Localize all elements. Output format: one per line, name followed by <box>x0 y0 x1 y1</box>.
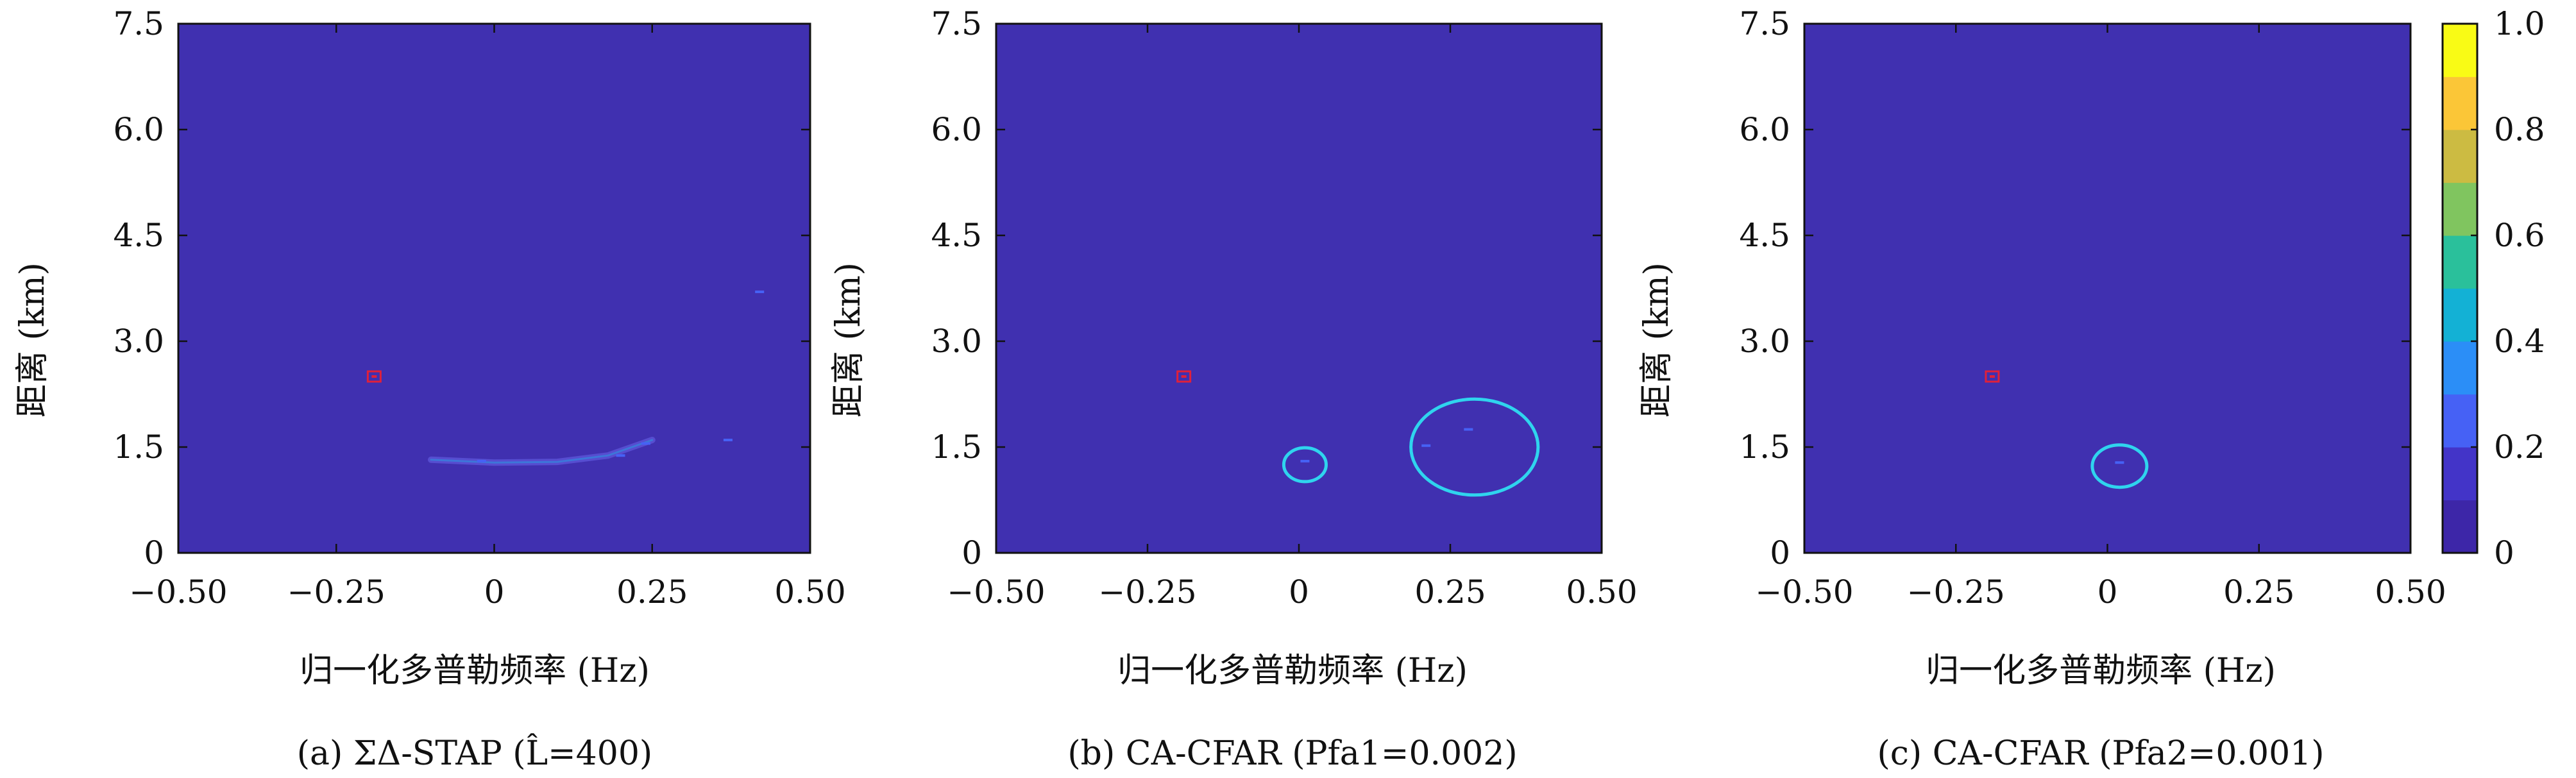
y-tick-label: 0 <box>962 534 982 571</box>
clutter-ridge-core <box>430 439 654 464</box>
colorbar-tick-label: 0.6 <box>2494 217 2545 254</box>
colorbar-tick-label: 0.2 <box>2494 428 2545 466</box>
colorbar-swatch <box>2443 182 2477 236</box>
x-tick-label: −0.50 <box>1755 573 1853 611</box>
y-tick-label: 3.0 <box>1739 323 1790 360</box>
colorbar-tick-label: 1.0 <box>2494 5 2545 42</box>
colorbar-swatch <box>2443 341 2477 395</box>
colorbar-swatch <box>2443 394 2477 448</box>
colorbar: 1.0 0.8 0.6 0.4 0.2 0 <box>2441 5 2545 571</box>
detection-streak <box>477 460 486 462</box>
y-tick-label: 1.5 <box>113 428 164 466</box>
colorbar-swatch <box>2443 235 2477 289</box>
colorbar-swatch <box>2443 288 2477 342</box>
x-tick-label: 0 <box>1289 573 1309 611</box>
caption-c: (c) CA-CFAR (Pfa2=0.001) <box>1877 734 2324 773</box>
colorbar-tick-label: 0.8 <box>2494 111 2545 148</box>
y-tick-label: 1.5 <box>1739 428 1790 466</box>
target-marker <box>1176 370 1192 383</box>
y-tick-label: 7.5 <box>1739 5 1790 42</box>
y-tick-label: 0 <box>1770 534 1790 571</box>
subplot-a: (a) ΣΔ-STAP (L̂=400) 归一化多普勒频率 (Hz) 距离 (k… <box>13 5 846 773</box>
y-tick-label: 1.5 <box>931 428 982 466</box>
colorbar-tick-label: 0 <box>2494 534 2514 571</box>
x-tick-label: 0.50 <box>2375 573 2446 611</box>
x-tick-label: 0 <box>484 573 505 611</box>
colorbar-swatch <box>2443 130 2477 183</box>
detection-circle <box>2090 443 2149 489</box>
y-tick-label: 7.5 <box>931 5 982 42</box>
y-tick-label: 6.0 <box>931 111 982 148</box>
y-tick-label: 6.0 <box>1739 111 1790 148</box>
subplot-c: (c) CA-CFAR (Pfa2=0.001) 归一化多普勒频率 (Hz) 距… <box>1638 5 2446 773</box>
caption-a: (a) ΣΔ-STAP (L̂=400) <box>297 734 652 773</box>
colorbar-swatch <box>2443 76 2477 130</box>
detection-streak <box>1421 444 1431 447</box>
y-tick-label: 4.5 <box>1739 217 1790 254</box>
xlabel-a: 归一化多普勒频率 (Hz) <box>300 652 650 690</box>
detection-circle <box>1409 397 1540 497</box>
colorbar-swatch <box>2443 447 2477 501</box>
subplot-b: (b) CA-CFAR (Pfa1=0.002) 归一化多普勒频率 (Hz) 距… <box>829 5 1638 773</box>
heatmap-field <box>178 24 810 553</box>
x-tick-label: −0.25 <box>1907 573 2005 611</box>
target-point <box>1181 375 1187 378</box>
detection-streak <box>1464 428 1473 431</box>
ylabel-c: 距离 (km) <box>1638 262 1676 418</box>
x-tick-label: 0 <box>2097 573 2118 611</box>
ylabel-a: 距离 (km) <box>13 262 52 418</box>
colorbar-frame <box>2441 22 2479 554</box>
target-point <box>1989 375 1995 378</box>
xlabel-b: 归一化多普勒频率 (Hz) <box>1117 652 1468 690</box>
detection-streak <box>641 442 650 445</box>
colorbar-tick-label: 0.4 <box>2494 323 2545 360</box>
x-tick-label: 0.25 <box>2223 573 2294 611</box>
y-tick-label: 7.5 <box>113 5 164 42</box>
x-tick-label: 0.50 <box>774 573 845 611</box>
ylabel-b: 距离 (km) <box>829 262 868 418</box>
y-tick-label: 6.0 <box>113 111 164 148</box>
target-marker <box>1985 370 2000 383</box>
detection-streak <box>755 291 765 293</box>
y-tick-label: 3.0 <box>113 323 164 360</box>
x-tick-label: −0.50 <box>129 573 227 611</box>
y-tick-label: 4.5 <box>113 217 164 254</box>
colorbar-swatch <box>2443 24 2477 78</box>
x-tick-label: −0.25 <box>1098 573 1196 611</box>
y-tick-label: 0 <box>144 534 164 571</box>
x-tick-label: −0.50 <box>947 573 1045 611</box>
y-tick-label: 4.5 <box>931 217 982 254</box>
detection-streak <box>1300 460 1310 462</box>
caption-b: (b) CA-CFAR (Pfa1=0.002) <box>1067 734 1517 773</box>
heatmap-field <box>996 24 1602 553</box>
colorbar-swatch <box>2443 500 2477 554</box>
target-point <box>371 375 377 378</box>
detection-streak <box>723 439 733 441</box>
detection-streak <box>2115 461 2124 464</box>
x-tick-label: 0.25 <box>1414 573 1486 611</box>
y-tick-label: 3.0 <box>931 323 982 360</box>
x-tick-label: −0.25 <box>287 573 386 611</box>
detection-circle <box>1282 446 1328 484</box>
heatmap-field <box>1804 24 2411 553</box>
xlabel-c: 归一化多普勒频率 (Hz) <box>1926 652 2276 690</box>
detection-streak <box>616 454 625 457</box>
x-tick-label: 0.25 <box>616 573 688 611</box>
x-tick-label: 0.50 <box>1566 573 1637 611</box>
target-marker <box>366 370 382 383</box>
